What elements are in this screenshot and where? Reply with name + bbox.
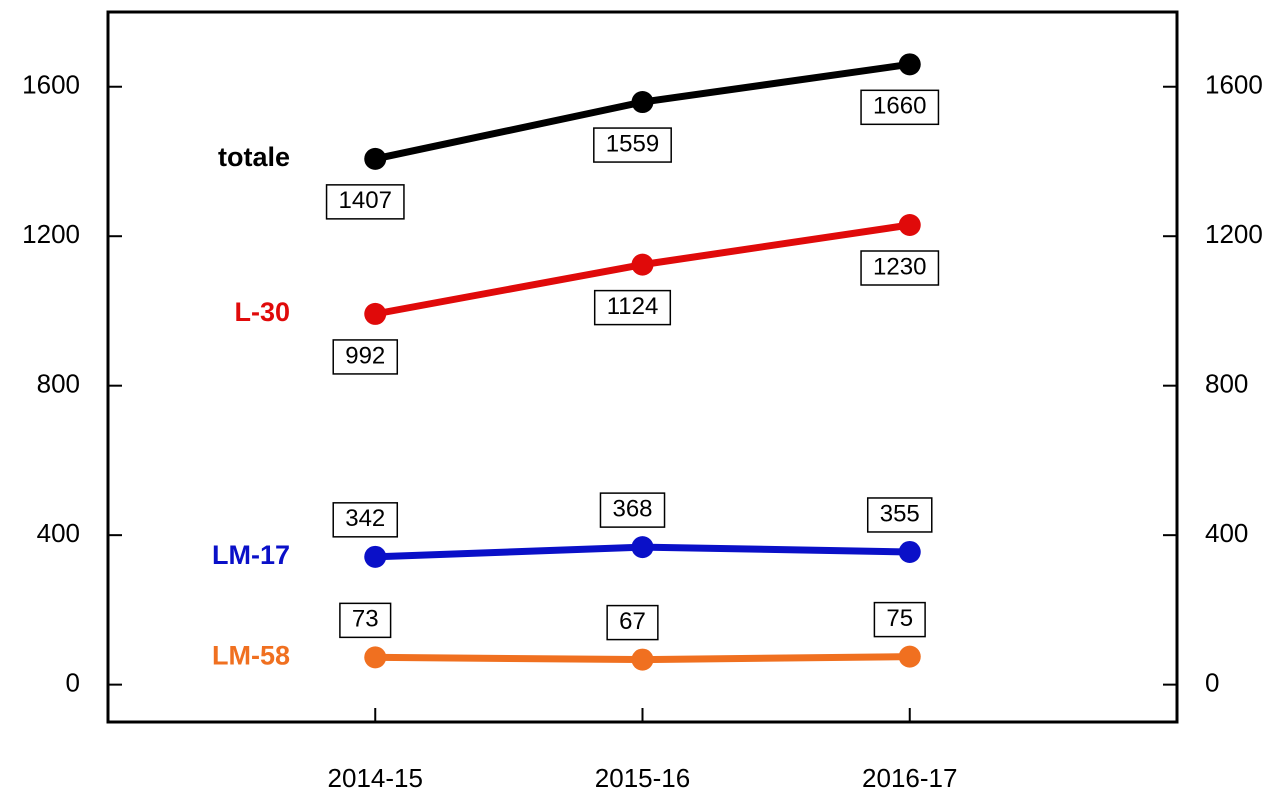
x-tick-label: 2015-16 xyxy=(595,763,690,793)
y-tick-label: 0 xyxy=(1205,668,1219,698)
y-tick-label: 1600 xyxy=(1205,70,1263,100)
data-label: 368 xyxy=(612,495,652,522)
y-tick-label: 0 xyxy=(66,668,80,698)
data-label: 355 xyxy=(880,500,920,527)
data-label-box xyxy=(332,502,399,538)
data-point xyxy=(898,540,921,563)
data-point xyxy=(631,536,654,559)
data-label-box xyxy=(860,250,940,286)
data-label-box xyxy=(593,127,672,163)
data-point xyxy=(364,646,387,669)
data-label: 1660 xyxy=(873,93,926,120)
series-label: L-30 xyxy=(234,297,290,327)
data-point xyxy=(364,545,387,568)
data-label: 1124 xyxy=(607,293,659,320)
data-label: 67 xyxy=(619,608,646,635)
y-tick-label: 800 xyxy=(37,369,80,399)
data-label: 992 xyxy=(345,342,385,369)
y-tick-label: 1200 xyxy=(1205,219,1263,249)
data-label: 342 xyxy=(345,505,385,532)
data-label-box xyxy=(873,601,926,638)
data-label-box xyxy=(866,497,933,533)
data-point xyxy=(631,648,654,671)
data-label: 1407 xyxy=(339,187,392,214)
data-label: 1559 xyxy=(606,130,659,157)
data-label: 75 xyxy=(886,605,913,632)
series-label: totale xyxy=(218,142,290,172)
y-tick-label: 400 xyxy=(1205,518,1248,548)
data-point xyxy=(364,147,387,170)
data-label-box xyxy=(339,602,392,639)
data-point xyxy=(364,302,387,325)
y-tick-label: 1200 xyxy=(22,219,80,249)
data-point xyxy=(631,253,654,276)
series-label: LM-17 xyxy=(212,540,290,570)
x-tick-label: 2016-17 xyxy=(862,763,957,793)
data-label-box xyxy=(606,604,659,641)
data-label: 73 xyxy=(352,606,379,633)
x-tick-label: 2014-15 xyxy=(328,763,423,793)
data-label-box xyxy=(860,89,940,126)
data-label-box xyxy=(599,492,666,528)
data-point xyxy=(898,53,921,76)
data-label: 1230 xyxy=(873,253,926,280)
data-point xyxy=(898,214,921,236)
y-tick-label: 400 xyxy=(37,518,80,548)
data-label-box xyxy=(593,289,672,326)
data-label-box xyxy=(332,339,399,375)
y-tick-label: 1600 xyxy=(22,70,80,100)
data-point xyxy=(898,645,921,668)
data-label-box xyxy=(325,184,405,220)
data-point xyxy=(631,91,654,114)
series-label: LM-58 xyxy=(212,640,290,670)
y-tick-label: 800 xyxy=(1205,369,1248,399)
